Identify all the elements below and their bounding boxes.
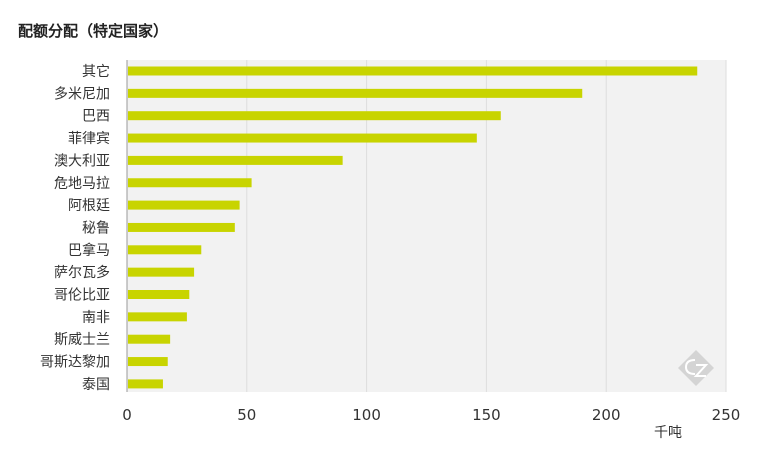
category-label: 南非 (82, 310, 110, 326)
category-label: 萨尔瓦多 (54, 264, 110, 281)
category-label: 阿根廷 (68, 198, 110, 214)
bar (128, 155, 343, 165)
bar (128, 357, 168, 367)
category-labels: 其它多米尼加巴西菲律宾澳大利亚危地马拉阿根廷秘鲁巴拿马萨尔瓦多哥伦比亚南非斯威士… (40, 63, 110, 393)
x-tick-label: 50 (237, 406, 256, 424)
bar (128, 222, 235, 232)
category-label: 哥伦比亚 (54, 288, 110, 304)
category-label: 哥斯达黎加 (40, 355, 110, 371)
category-label: 泰国 (82, 377, 110, 393)
logo-z-glyph (693, 364, 709, 377)
x-axis-unit-label: 千吨 (654, 425, 682, 441)
category-label: 多米尼加 (54, 85, 110, 102)
bar (128, 379, 163, 389)
x-tick-label: 0 (122, 406, 132, 424)
x-tick-label: 150 (472, 406, 501, 424)
bar (128, 178, 252, 188)
cz-logo-icon (678, 350, 714, 386)
logo-c-glyph (684, 359, 696, 375)
bar (128, 290, 190, 299)
category-label: 秘鲁 (82, 220, 110, 236)
category-label: 危地马拉 (54, 176, 110, 192)
category-label: 其它 (82, 63, 110, 80)
x-tick-labels: 0 50 100 150 200 250 (122, 406, 740, 424)
bar (128, 111, 501, 121)
bar (128, 334, 171, 344)
category-label: 巴拿马 (68, 242, 110, 259)
bar (128, 133, 477, 143)
bar (128, 245, 202, 255)
category-label: 斯威士兰 (54, 332, 110, 348)
category-label: 巴西 (82, 109, 110, 125)
bar (128, 88, 583, 98)
category-label: 澳大利亚 (54, 153, 110, 169)
bar (128, 267, 195, 277)
x-tick-label: 200 (592, 406, 621, 424)
bar (128, 200, 240, 210)
bars (128, 66, 698, 389)
x-tick-label: 100 (352, 406, 381, 424)
chart-title: 配额分配（特定国家） (18, 22, 169, 40)
bar (128, 66, 698, 76)
grid-lines (126, 60, 727, 392)
bar (128, 312, 187, 322)
x-tick-label: 250 (712, 406, 741, 424)
category-label: 菲律宾 (68, 131, 110, 147)
